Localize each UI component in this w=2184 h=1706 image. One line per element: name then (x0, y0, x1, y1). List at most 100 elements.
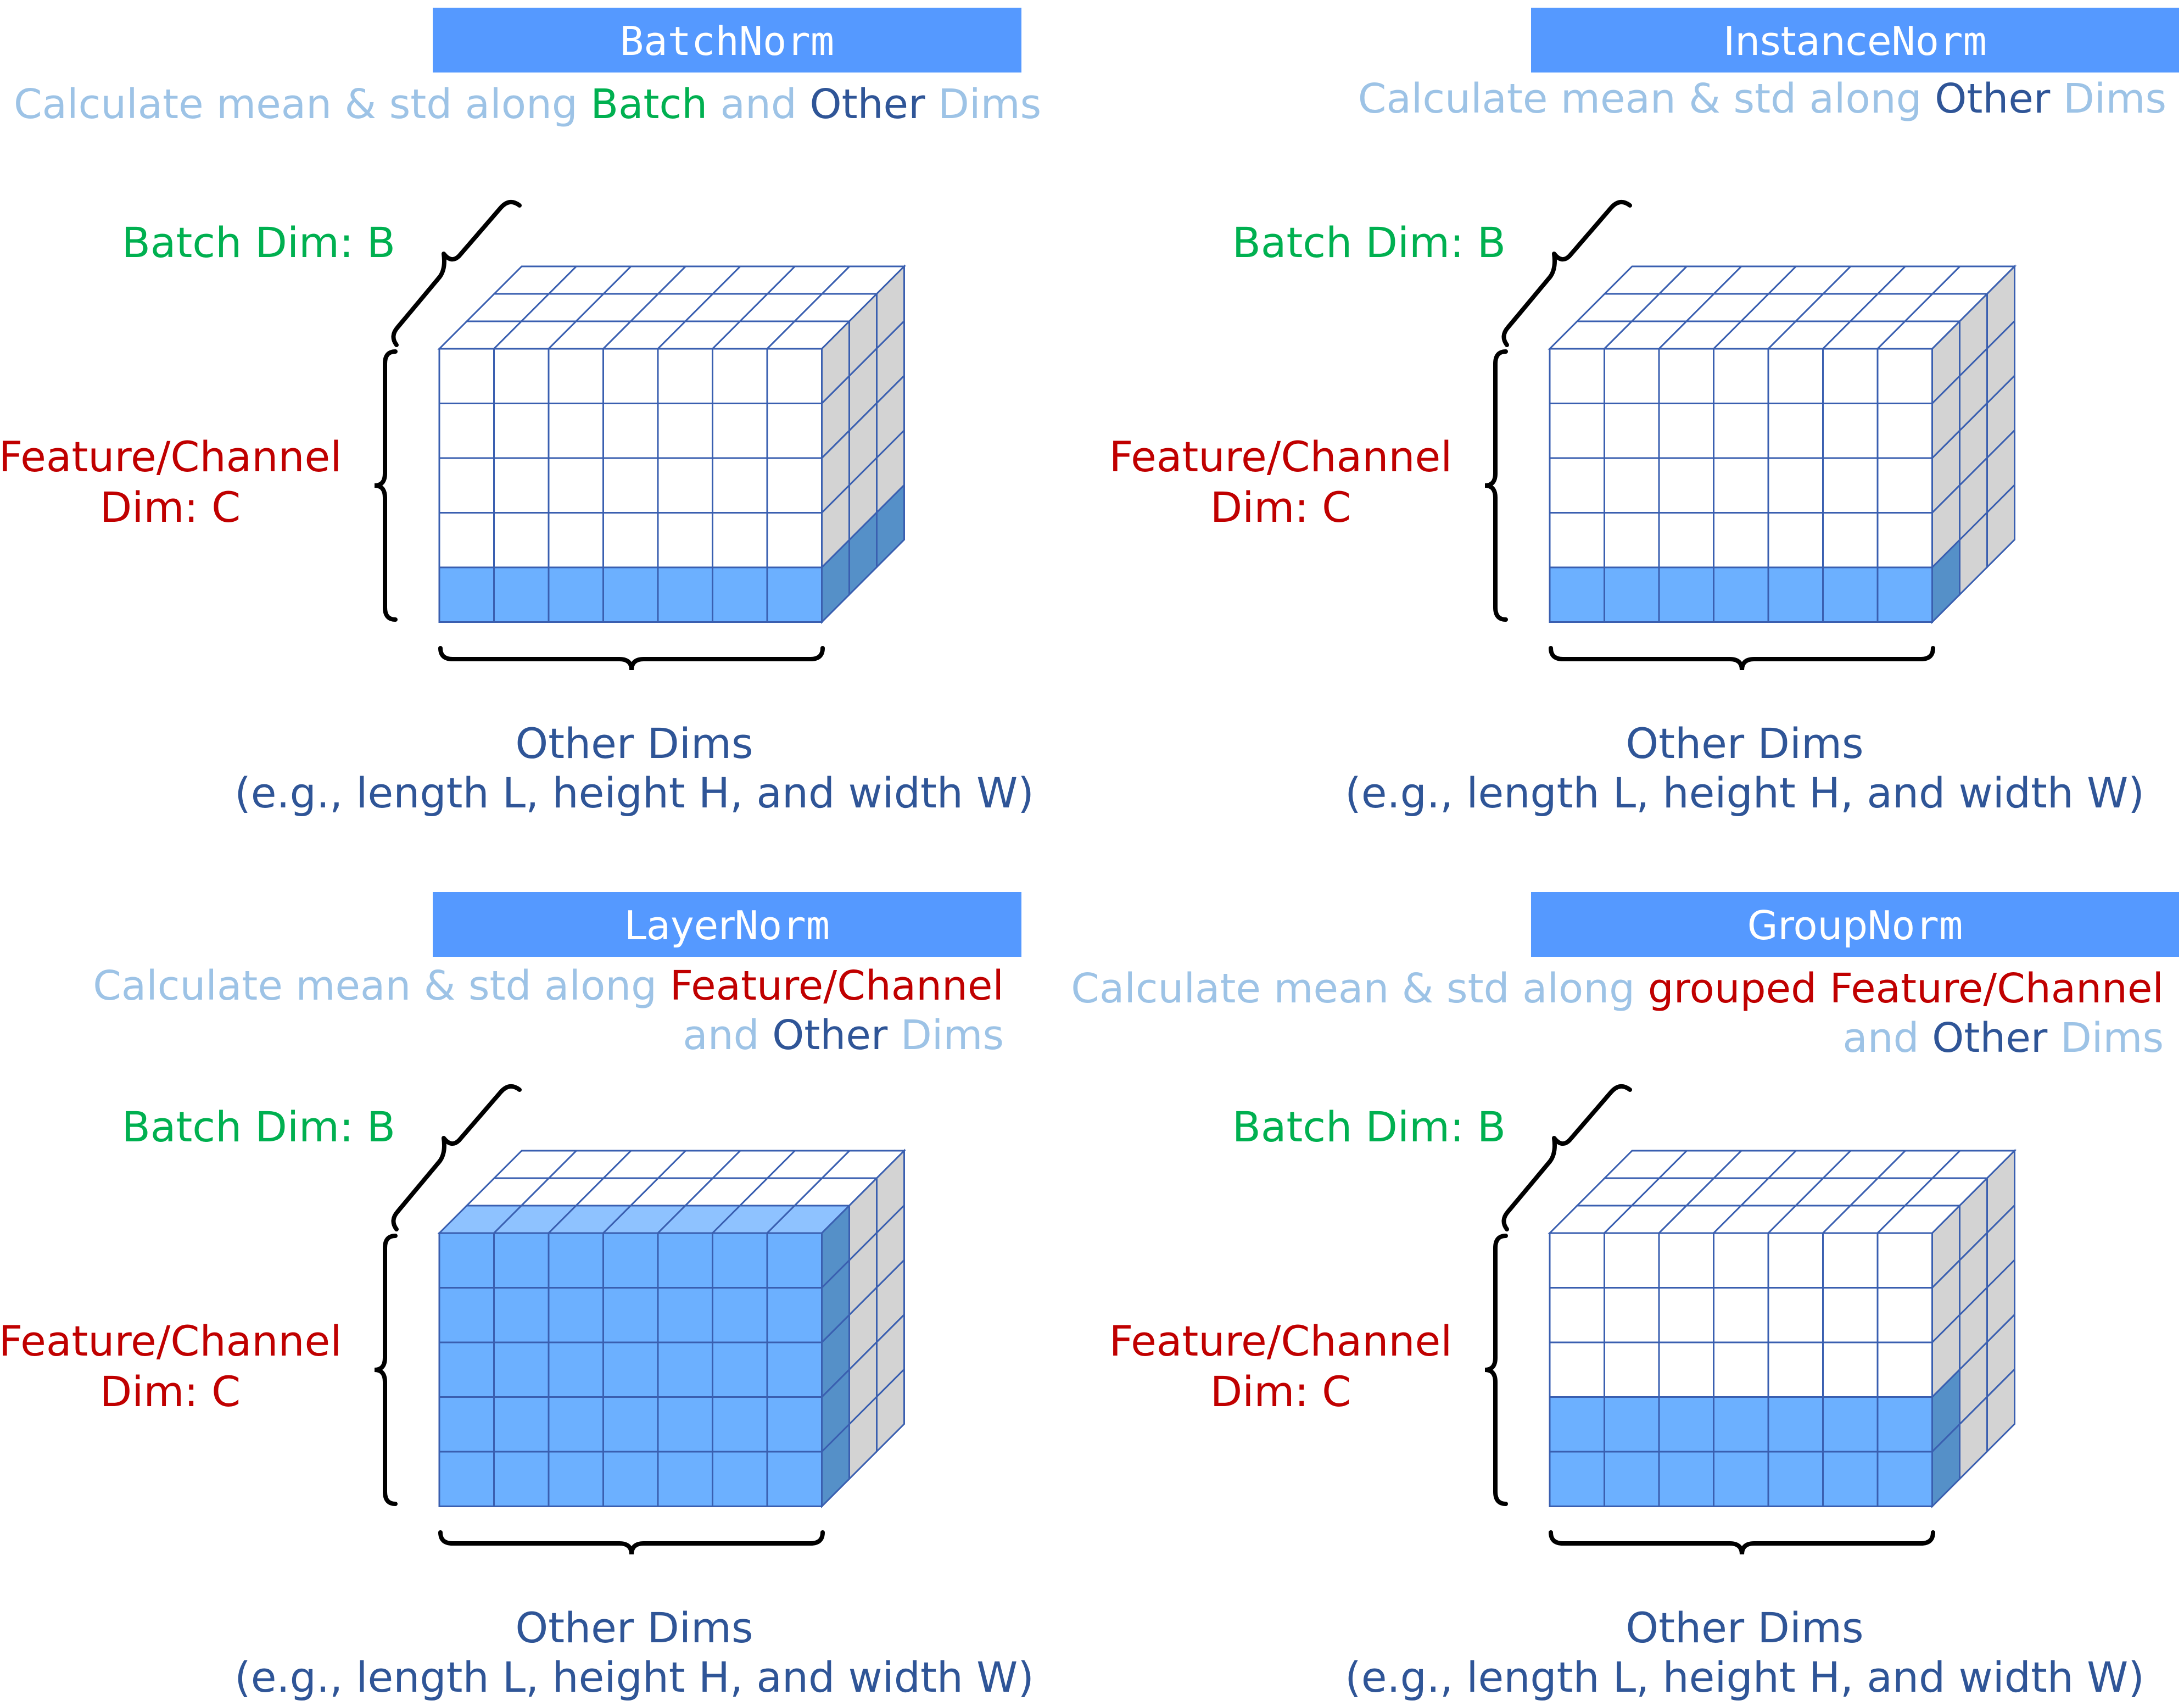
cube-front-cell (766, 1451, 823, 1507)
other-dims-brace (1549, 1530, 1935, 1555)
cube-front-cell (1876, 566, 1933, 623)
cube-front-cell (1713, 1232, 1769, 1289)
panel-title-prefix: Layer (624, 902, 735, 949)
cube-front-cell (1604, 1341, 1660, 1398)
panel-title: GroupNorm (1747, 902, 1963, 949)
cube-front-cell (1549, 512, 1605, 568)
cube-front-cell (1604, 348, 1660, 404)
panel-description-line: and Other Dims (1842, 1014, 2164, 1062)
cube-front-cell (657, 512, 713, 568)
panel-title: InstanceNorm (1723, 18, 1987, 64)
cube-front-cell (712, 1396, 768, 1453)
cube-front-cell (1876, 348, 1933, 404)
panel-title-suffix: Norm (1891, 18, 1986, 64)
cube-front-cell (602, 1287, 659, 1343)
cube-front-cell (1822, 1451, 1879, 1507)
cube-front-cell (602, 1451, 659, 1507)
cube-front-cell (766, 348, 823, 404)
cube-front-cell (548, 403, 604, 459)
tensor-cube (1548, 264, 2017, 625)
channel-dim-label: Feature/Channel (0, 432, 342, 481)
other-dims-label: (e.g., length L, height H, and width W) (1345, 1653, 2144, 1702)
cube-front-cell (1713, 566, 1769, 623)
cube-front-cell (766, 1396, 823, 1453)
cube-front-cell (1658, 566, 1714, 623)
cube-front-cell (438, 1232, 495, 1289)
panel-title-bar (433, 892, 1021, 957)
cube-front-cell (1549, 566, 1605, 623)
cube-front-cell (602, 1341, 659, 1398)
cube-front-cell (1876, 1396, 1933, 1453)
cube-front-cell (1767, 1341, 1824, 1398)
cube-front-cell (712, 1232, 768, 1289)
cube-front-cell (766, 403, 823, 459)
description-segment: Other (809, 81, 925, 128)
cube-front-cell (493, 348, 550, 404)
panel-description-line: Calculate mean & std along Feature/Chann… (93, 962, 1004, 1010)
cube-front-cell (1604, 1396, 1660, 1453)
cube-front-cell (1713, 512, 1769, 568)
cube-front-cell (1767, 566, 1824, 623)
cube-front-cell (493, 1341, 550, 1398)
cube-front-cell (1713, 348, 1769, 404)
description-segment: Feature/Channel (670, 962, 1004, 1010)
cube-front-cell (657, 457, 713, 514)
cube-front-cell (1767, 1232, 1824, 1289)
channel-dim-label: Dim: C (100, 483, 241, 532)
cube-front-cell (1767, 1451, 1824, 1507)
other-dims-label: (e.g., length L, height H, and width W) (1345, 768, 2144, 817)
other-dims-label: Other Dims (515, 719, 753, 768)
cube-front-cell (602, 403, 659, 459)
cube-front-cell (1658, 1451, 1714, 1507)
panel-title-bar (1531, 8, 2179, 73)
channel-dim-label: Dim: C (1210, 1367, 1351, 1416)
cube-front-cell (438, 512, 495, 568)
cube-front-cell (493, 403, 550, 459)
description-segment: Calculate mean & std along (1358, 75, 1935, 122)
panel-description-line: Calculate mean & std along grouped Featu… (1071, 965, 2164, 1012)
other-dims-brace (438, 1530, 825, 1555)
cube-front-cell (1549, 348, 1605, 404)
channel-dim-label: Feature/Channel (1109, 432, 1453, 481)
cube-front-cell (1822, 1396, 1879, 1453)
cube-front-cell (712, 512, 768, 568)
cube-front-cell (602, 1232, 659, 1289)
cube-front-cell (712, 1287, 768, 1343)
cube-front-cell (1604, 1451, 1660, 1507)
cube-front-cell (1658, 1341, 1714, 1398)
cube-front-cell (1549, 403, 1605, 459)
batch-dim-label: Batch Dim: B (1232, 218, 1506, 267)
cube-front-cell (1713, 1341, 1769, 1398)
other-dims-label: (e.g., length L, height H, and width W) (234, 768, 1034, 817)
cube-front-cell (438, 457, 495, 514)
cube-front-cell (1658, 403, 1714, 459)
description-segment: Dims (925, 81, 1042, 128)
cube-front-cell (1713, 1396, 1769, 1453)
cube-front-cell (1658, 1287, 1714, 1343)
cube-front-cell (1658, 1396, 1714, 1453)
cube-front-cell (1549, 1232, 1605, 1289)
cube-front-cell (1549, 1287, 1605, 1343)
description-segment: grouped Feature/Channel (1648, 965, 2164, 1012)
cube-front-cell (1767, 1396, 1824, 1453)
channel-dim-label: Feature/Channel (1109, 1317, 1453, 1365)
panel-description-line: Calculate mean & std along Batch and Oth… (14, 81, 1041, 128)
cube-front-cell (712, 403, 768, 459)
cube-front-cell (1604, 1232, 1660, 1289)
cube-front-cell (438, 1287, 495, 1343)
description-segment: Other (772, 1012, 888, 1059)
cube-front-cell (1549, 457, 1605, 514)
cube-front-cell (548, 1396, 604, 1453)
cube-front-cell (602, 566, 659, 623)
cube-front-cell (548, 1287, 604, 1343)
cube-front-cell (657, 1232, 713, 1289)
panel-title-suffix: Norm (1868, 902, 1963, 949)
cube-front-cell (1876, 1232, 1933, 1289)
cube-front-cell (1876, 1287, 1933, 1343)
cube-front-cell (493, 1232, 550, 1289)
cube-front-cell (1876, 512, 1933, 568)
panel-instancenorm: InstanceNorm Calculate mean & std along O… (1109, 8, 2179, 817)
cube-front-cell (1767, 512, 1824, 568)
cube-front-cell (1658, 1232, 1714, 1289)
